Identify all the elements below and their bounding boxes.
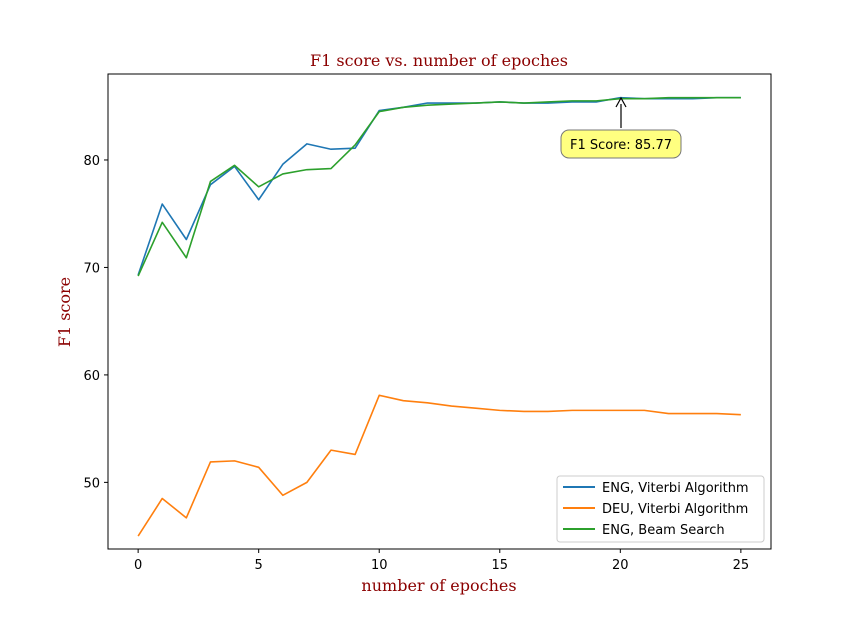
series-line-eng-beam (137, 96, 741, 277)
x-tick-label: 10 (371, 558, 388, 573)
x-axis-label: number of epoches (361, 576, 516, 595)
annotation-layer: F1 Score: 85.77 (560, 96, 682, 159)
annotation-text: F1 Score: 85.77 (570, 138, 672, 153)
legend: ENG, Viterbi Algorithm DEU, Viterbi Algo… (556, 475, 765, 543)
legend-label-deu-viterbi: DEU, Viterbi Algorithm (602, 502, 748, 517)
y-tick-label: 50 (83, 476, 100, 491)
y-axis-label: F1 score (55, 277, 74, 347)
y-tick-label: 80 (83, 154, 100, 169)
legend-label-eng-viterbi: ENG, Viterbi Algorithm (602, 481, 749, 496)
plot-frame (107, 73, 772, 550)
x-tick-label: 0 (134, 558, 142, 573)
annotation-arrowhead (615, 96, 627, 108)
y-tick-label: 60 (83, 369, 100, 384)
tick-layer: 0 5 10 15 20 25 50 60 70 80 (83, 154, 749, 573)
chart-title: F1 score vs. number of epoches (310, 51, 568, 70)
x-tick-label: 20 (612, 558, 629, 573)
legend-label-eng-beam: ENG, Beam Search (602, 523, 725, 538)
annotation-box (560, 129, 682, 159)
x-tick-label: 25 (733, 558, 750, 573)
x-tick-label: 5 (255, 558, 263, 573)
legend-frame (556, 475, 765, 543)
series-line-eng-viterbi (137, 96, 741, 276)
x-tick-label: 15 (491, 558, 508, 573)
series-line-deu-viterbi (137, 394, 741, 537)
y-tick-label: 70 (83, 261, 100, 276)
lines-layer (137, 96, 741, 537)
